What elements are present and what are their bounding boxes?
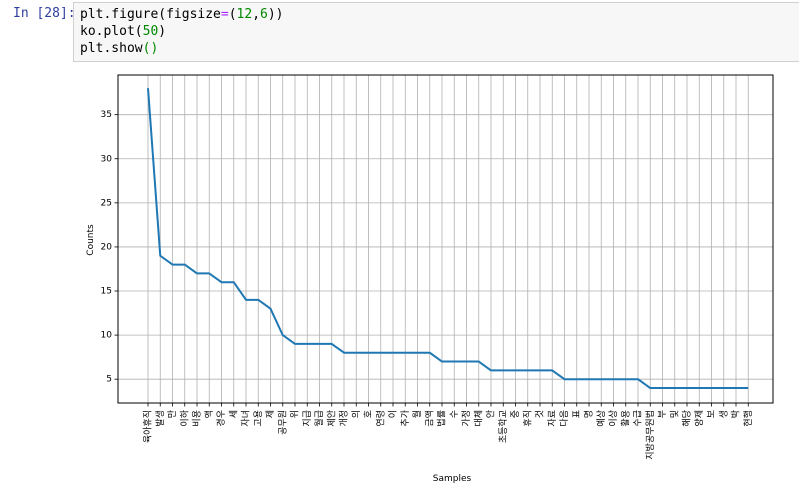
x-tick-label: 예상 bbox=[596, 410, 607, 427]
x-tick-label: 이상 bbox=[608, 410, 619, 427]
x-tick-label: 및 bbox=[668, 410, 680, 418]
x-tick-label: 세 bbox=[228, 410, 239, 418]
x-tick-label: 부 bbox=[657, 410, 668, 418]
x-tick-label: 만 bbox=[167, 410, 178, 418]
x-tick-label: 가정 bbox=[461, 410, 472, 427]
x-tick-label: 자녀 bbox=[241, 410, 252, 427]
x-tick-label: 중 bbox=[510, 410, 521, 418]
input-prompt: In [28]: bbox=[13, 6, 76, 21]
x-tick-label: 명 bbox=[584, 410, 595, 418]
code-line-2: ko.plot(50) bbox=[80, 24, 167, 39]
x-tick-label: 의 bbox=[351, 410, 362, 418]
x-ticks: 육아휴직 발생 만 이하 비용 액 경우 세 자녀 고용 제 공무원 위 지급 월급 제안 개정 의 호 연령 이 추가 월… bbox=[143, 403, 754, 460]
x-tick-label: 고용 bbox=[253, 410, 264, 427]
x-tick-label: 자료 bbox=[547, 410, 558, 427]
x-tick-label: 표 bbox=[572, 410, 582, 418]
x-tick-label: 다음 bbox=[559, 410, 570, 427]
y-tick-label: 30 bbox=[101, 154, 113, 164]
grid-x bbox=[147, 75, 749, 403]
code-editor[interactable]: plt.figure(figsize=(12,6)) ko.plot(50) p… bbox=[73, 2, 799, 62]
x-tick-label: 것 bbox=[535, 410, 546, 418]
x-tick-label: 법률 bbox=[437, 410, 448, 427]
x-tick-label: 월급 bbox=[313, 410, 325, 427]
y-tick-label: 25 bbox=[101, 198, 112, 208]
x-tick-label: 대체 bbox=[473, 410, 484, 427]
series-line-counts bbox=[147, 88, 749, 390]
x-tick-label: 연령 bbox=[374, 410, 386, 427]
x-tick-label: 휴직 bbox=[522, 410, 533, 427]
y-tick-label: 20 bbox=[101, 242, 113, 252]
x-tick-label: 비용 bbox=[192, 410, 203, 427]
x-tick-label: 발생 bbox=[155, 410, 166, 427]
x-tick-label: 지급 bbox=[302, 410, 313, 427]
x-tick-label: 해당 bbox=[682, 410, 693, 427]
x-tick-label: 추가 bbox=[400, 410, 411, 427]
y-tick-label: 35 bbox=[101, 110, 112, 120]
x-tick-label: 현행 bbox=[742, 410, 754, 427]
x-tick-label: 제 bbox=[265, 410, 276, 418]
x-tick-label: 공무원 bbox=[277, 410, 288, 435]
x-tick-label: 지방공무원법 bbox=[645, 410, 656, 460]
x-tick-label: 박 bbox=[731, 410, 742, 418]
x-tick-label: 육아휴직 bbox=[143, 410, 154, 443]
x-tick-label: 수급 bbox=[633, 410, 644, 427]
x-tick-label: 이하 bbox=[179, 409, 190, 426]
grid-y bbox=[118, 114, 773, 380]
x-tick-label: 위 bbox=[290, 410, 301, 418]
x-tick-label: 양제 bbox=[694, 410, 705, 427]
x-axis-label: Samples bbox=[433, 474, 472, 484]
x-tick-label: 제안 bbox=[326, 410, 337, 427]
code-line-3: plt.show() bbox=[80, 41, 159, 56]
x-tick-label: 호 bbox=[363, 410, 374, 418]
x-tick-label: 초등학교 bbox=[498, 410, 509, 443]
y-axis-label: Counts bbox=[86, 224, 96, 256]
x-tick-label: 개정 bbox=[339, 410, 350, 427]
x-tick-label: 활용 bbox=[619, 410, 631, 427]
y-ticks: 5 10 15 20 25 30 35 bbox=[101, 110, 118, 385]
x-tick-label: 액 bbox=[203, 410, 215, 418]
plot-frame bbox=[117, 74, 774, 404]
y-tick-label: 5 bbox=[106, 375, 112, 385]
code-line-1: plt.figure(figsize=(12,6)) bbox=[80, 7, 284, 22]
x-tick-label: 생 bbox=[718, 410, 729, 418]
x-tick-label: 금액 bbox=[423, 410, 435, 427]
y-tick-label: 15 bbox=[101, 287, 112, 297]
y-tick-label: 10 bbox=[101, 331, 113, 341]
x-tick-label: 보 bbox=[706, 410, 717, 418]
x-tick-label: 안 bbox=[486, 410, 497, 418]
x-tick-label: 수 bbox=[449, 410, 460, 418]
x-tick-label: 월 bbox=[411, 410, 423, 418]
x-tick-label: 경우 bbox=[215, 410, 227, 427]
x-tick-label: 이 bbox=[388, 410, 399, 418]
